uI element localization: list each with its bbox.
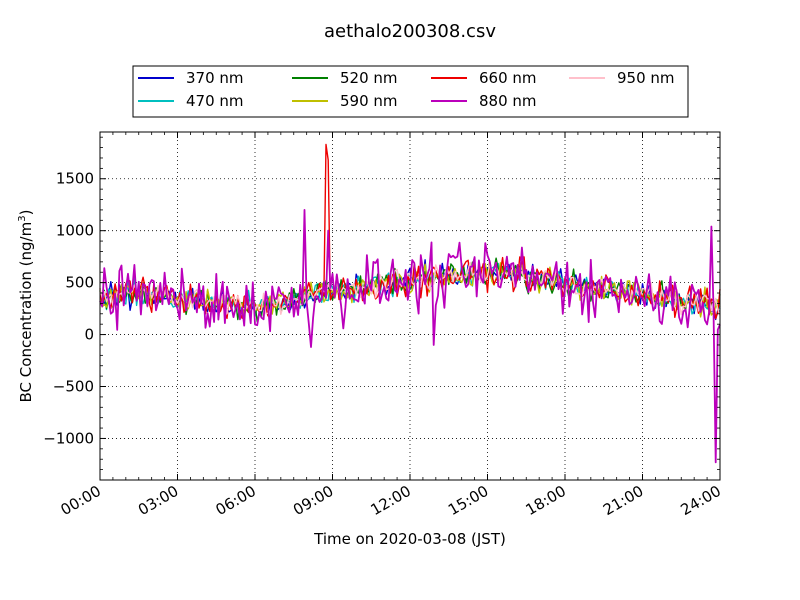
grid — [100, 132, 720, 480]
legend-label: 370 nm — [186, 69, 244, 87]
series-line-590-nm — [99, 260, 721, 318]
legend-label: 520 nm — [340, 69, 398, 87]
y-tick-labels: 1500 1000 500 0 −500 −1000 — [43, 170, 94, 448]
y-tick-label: 1500 — [56, 170, 94, 188]
legend-label: 590 nm — [340, 92, 398, 110]
y-axis-label: BC Concentration (ng/m3) — [17, 210, 35, 403]
y-axis-label-main: BC Concentration (ng/m — [17, 222, 35, 403]
legend-label: 880 nm — [479, 92, 537, 110]
y-axis-label-sup: 3 — [17, 215, 28, 221]
y-tick-label: −1000 — [43, 429, 94, 447]
series-layer — [99, 143, 721, 464]
chart-title: aethalo200308.csv — [324, 21, 496, 42]
series-line-880-nm — [99, 209, 721, 464]
legend-frame — [132, 65, 689, 118]
legend: 370 nm 470 nm 520 nm 590 nm 660 nm 880 nm 950 … — [132, 65, 689, 118]
y-axis-label-tail: ) — [17, 210, 35, 216]
y-tick-label: −500 — [53, 378, 94, 396]
y-tick-label: 0 — [84, 326, 94, 344]
legend-label: 470 nm — [186, 92, 244, 110]
ticks — [99, 132, 721, 480]
y-tick-label: 1000 — [56, 222, 94, 240]
legend-label: 660 nm — [479, 69, 537, 87]
legend-label: 950 nm — [617, 69, 675, 87]
y-tick-label: 500 — [65, 274, 94, 292]
x-axis-label: Time on 2020-03-08 (JST) — [313, 530, 506, 548]
